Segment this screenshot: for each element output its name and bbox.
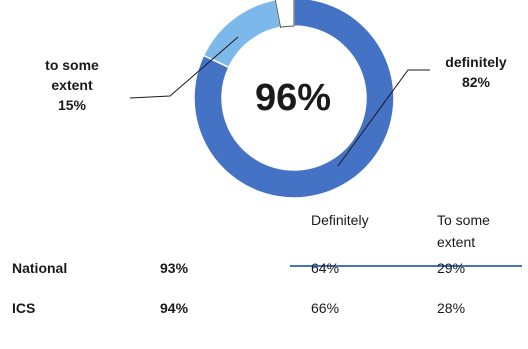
callout-label-definitely: definitely	[445, 54, 507, 70]
leader-line-to-some-extent	[129, 36, 239, 99]
row-value-national-definitely: 64%	[311, 260, 340, 276]
callout-value-to-some-extent: 15%	[57, 97, 87, 113]
donut-chart	[129, 0, 430, 199]
donut-slice-definitely	[193, 0, 395, 199]
callout-definitely: definitely 82%	[426, 52, 526, 92]
donut-slice-remainder	[274, 0, 295, 28]
row-value-ics-to-some-extent: 28%	[437, 300, 466, 316]
column-header-to-some-extent: To some extent	[437, 212, 490, 250]
row-value-ics-definitely: 66%	[311, 300, 340, 316]
row-total-ics: 94%	[160, 300, 189, 316]
header-rule	[290, 265, 522, 267]
row-value-national-to-some-extent: 29%	[437, 260, 466, 276]
row-label-national: National	[12, 260, 68, 276]
donut-center-total: 96%	[254, 77, 332, 119]
row-label-ics: ICS	[12, 300, 36, 316]
column-header-definitely: Definitely	[311, 212, 369, 228]
row-total-national: 93%	[160, 260, 189, 276]
callout-to-some-extent: to some extent 15%	[26, 55, 118, 115]
leader-line-definitely	[337, 69, 430, 167]
callout-value-definitely: 82%	[461, 74, 491, 90]
callout-label-to-some-extent: to some extent	[45, 57, 99, 93]
